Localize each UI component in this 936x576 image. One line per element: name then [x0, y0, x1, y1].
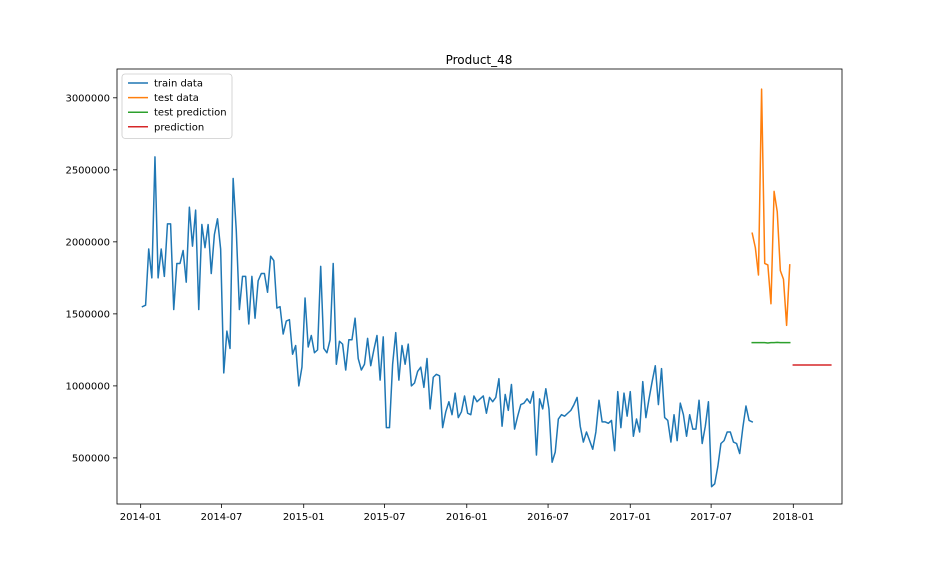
legend-box — [121, 73, 233, 139]
legend-label: test prediction — [154, 108, 227, 119]
legend-label: prediction — [154, 122, 204, 133]
x-tick-label: 2016-01 — [446, 512, 488, 523]
y-tick-label: 2000000 — [65, 237, 110, 248]
x-axis: 2014-01 2014-07 2015-01 2015-07 2016-01 2016-… — [120, 504, 814, 523]
x-tick-label: 2015-01 — [283, 512, 325, 523]
legend-label: train data — [154, 79, 203, 90]
legend: train data test data test prediction predic… — [121, 73, 233, 139]
x-tick-label: 2017-01 — [609, 512, 651, 523]
y-tick-label: 1500000 — [65, 309, 110, 320]
plot-area — [116, 68, 843, 505]
x-tick-label: 2018-01 — [772, 512, 814, 523]
x-tick-label: 2014-07 — [201, 512, 243, 523]
series-line-test-data — [751, 88, 791, 327]
y-tick-label: 3000000 — [65, 93, 110, 104]
y-tick-label: 1000000 — [65, 381, 110, 392]
x-tick-label: 2016-07 — [527, 512, 569, 523]
y-tick-label: 500000 — [72, 453, 110, 464]
y-tick-label: 2500000 — [65, 165, 110, 176]
y-axis: 500000 1000000 1500000 2000000 2500000 300000… — [65, 93, 117, 464]
x-tick-label: 2017-07 — [690, 512, 732, 523]
series-layer — [141, 88, 832, 488]
x-tick-label: 2015-07 — [364, 512, 406, 523]
series-line-train-data — [141, 156, 754, 488]
x-tick-label: 2014-01 — [120, 512, 162, 523]
series-line-test-prediction — [751, 341, 791, 344]
chart-title: Product_48 — [446, 53, 513, 67]
legend-label: test data — [154, 93, 199, 104]
